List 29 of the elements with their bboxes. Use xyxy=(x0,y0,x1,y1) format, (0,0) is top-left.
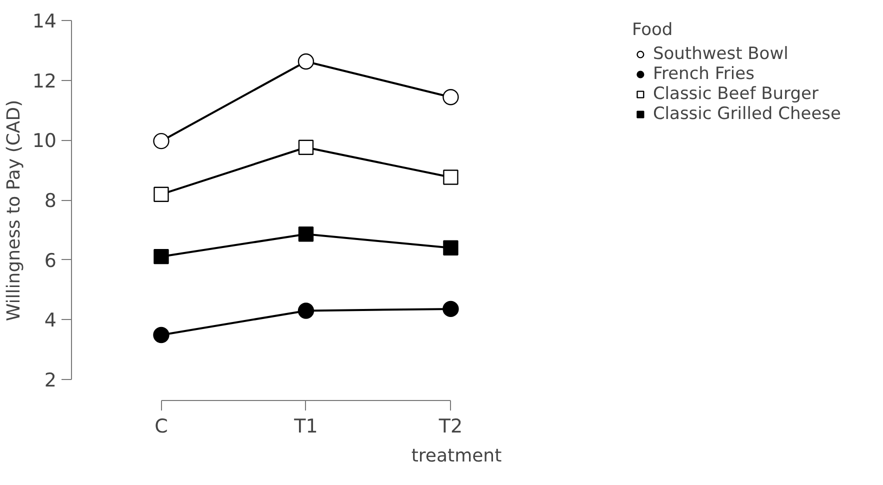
y-tick-label: 6 xyxy=(44,250,57,272)
point xyxy=(154,248,169,264)
y-tick-label: 2 xyxy=(44,370,57,392)
legend-label: Classic Grilled Cheese xyxy=(652,104,841,124)
x-tick-label: T2 xyxy=(438,416,463,438)
point xyxy=(443,240,458,256)
point xyxy=(154,186,169,202)
y-axis-title: Willingness to Pay (CAD) xyxy=(3,100,24,322)
y-tick-label: 8 xyxy=(44,190,57,212)
point xyxy=(442,89,459,106)
point xyxy=(298,53,314,70)
y-tick-label: 12 xyxy=(32,70,57,92)
point xyxy=(442,300,459,318)
y-tick-label: 4 xyxy=(44,310,57,332)
point xyxy=(298,226,314,242)
point xyxy=(153,326,170,344)
y-tick-label: 10 xyxy=(32,130,57,152)
point xyxy=(443,170,458,185)
point xyxy=(298,140,314,155)
point xyxy=(153,132,170,150)
legend-label: Classic Beef Burger xyxy=(652,84,818,104)
x-tick-label: C xyxy=(154,416,168,438)
legend-title: Food xyxy=(632,20,674,40)
x-axis-title: treatment xyxy=(411,446,502,466)
point xyxy=(298,302,314,319)
y-tick-label: 14 xyxy=(32,10,57,32)
legend-label: French Fries xyxy=(652,64,754,84)
x-tick-label: T1 xyxy=(293,416,318,438)
legend-label: Southwest Bowl xyxy=(652,44,788,64)
